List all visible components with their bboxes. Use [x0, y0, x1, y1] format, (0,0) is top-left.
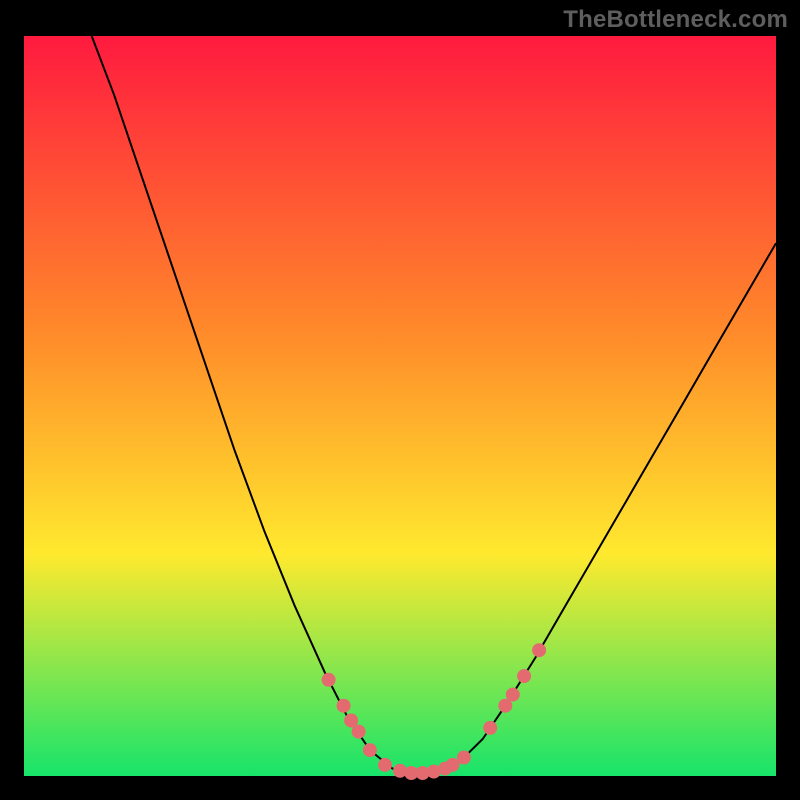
marker-group: [322, 643, 546, 780]
curve-marker: [363, 743, 377, 757]
watermark-text: TheBottleneck.com: [563, 6, 788, 34]
v-curve-line: [92, 36, 776, 774]
curve-marker: [532, 643, 546, 657]
chart-frame: TheBottleneck.com: [0, 0, 800, 800]
curve-marker: [506, 688, 520, 702]
curve-marker: [457, 751, 471, 765]
curve-marker: [517, 669, 531, 683]
chart-svg: [0, 0, 800, 800]
curve-marker: [337, 699, 351, 713]
curve-marker: [378, 758, 392, 772]
curve-marker: [322, 673, 336, 687]
curve-marker: [352, 725, 366, 739]
curve-marker: [483, 721, 497, 735]
